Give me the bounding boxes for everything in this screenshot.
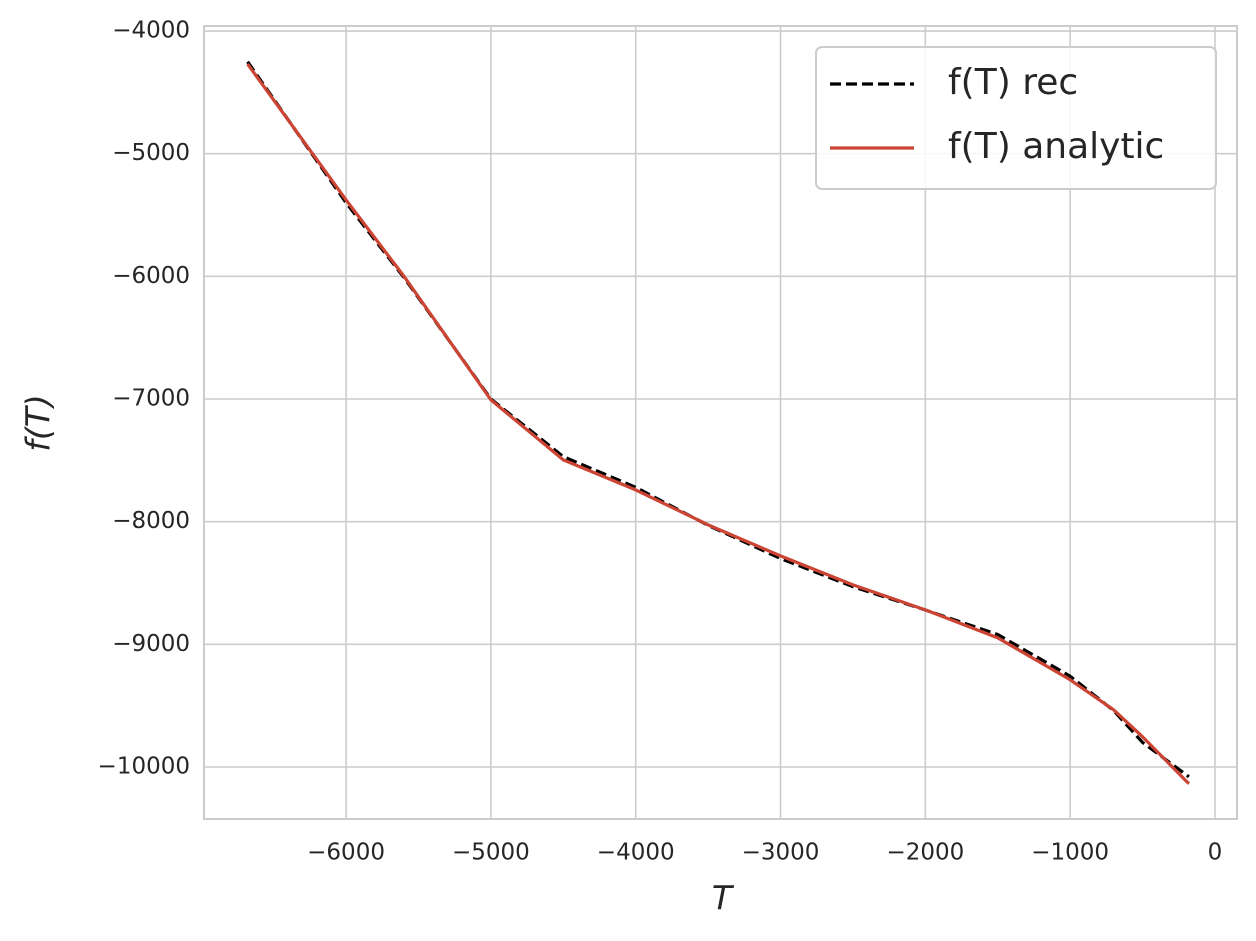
data-line <box>246 63 1191 785</box>
x-tick-label: −3000 <box>742 840 820 866</box>
y-axis-label: f(T) <box>19 394 58 452</box>
legend-label: f(T) rec <box>948 62 1078 103</box>
plot-frame <box>203 25 1238 820</box>
y-tick-label: −7000 <box>112 386 190 412</box>
y-tick-label: −5000 <box>112 140 190 166</box>
x-axis-label: T <box>712 879 735 918</box>
x-tick-label: −1000 <box>1031 840 1109 866</box>
x-tick-label: −5000 <box>452 840 530 866</box>
legend: f(T) rec f(T) analytic <box>815 46 1217 190</box>
x-tick-label: 0 <box>1208 840 1223 866</box>
x-tick-label: −4000 <box>597 840 675 866</box>
y-tick-label: −6000 <box>112 263 190 289</box>
y-tick-label: −9000 <box>112 631 190 657</box>
legend-label: f(T) analytic <box>948 126 1164 167</box>
y-tick-label: −8000 <box>112 508 190 534</box>
y-tick-label: −10000 <box>98 753 190 779</box>
y-tick-label: −4000 <box>112 18 190 44</box>
legend-box <box>815 46 1217 190</box>
x-tick-label: −2000 <box>886 840 964 866</box>
x-tick-label: −6000 <box>307 840 385 866</box>
